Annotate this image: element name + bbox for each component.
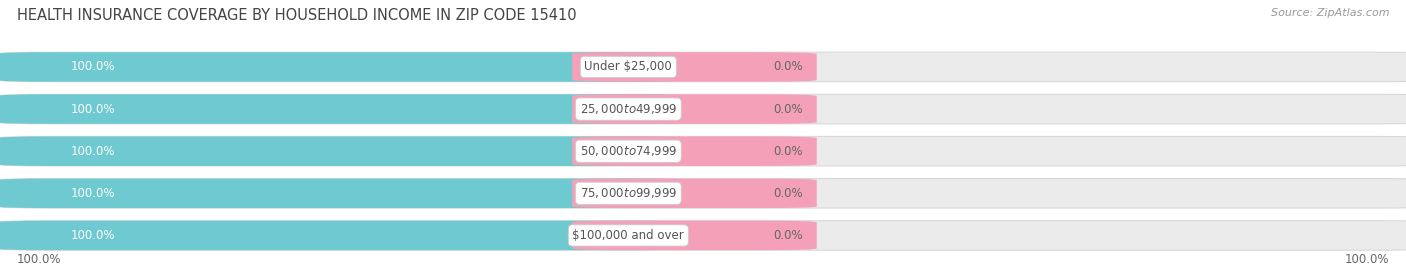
FancyBboxPatch shape — [0, 94, 1406, 124]
Text: Source: ZipAtlas.com: Source: ZipAtlas.com — [1271, 8, 1389, 18]
FancyBboxPatch shape — [0, 52, 685, 82]
Text: 0.0%: 0.0% — [773, 60, 803, 73]
FancyBboxPatch shape — [572, 221, 817, 250]
Text: HEALTH INSURANCE COVERAGE BY HOUSEHOLD INCOME IN ZIP CODE 15410: HEALTH INSURANCE COVERAGE BY HOUSEHOLD I… — [17, 8, 576, 23]
Text: 0.0%: 0.0% — [773, 187, 803, 200]
Text: 100.0%: 100.0% — [70, 60, 115, 73]
Text: 100.0%: 100.0% — [1344, 253, 1389, 266]
FancyBboxPatch shape — [0, 221, 685, 250]
Text: 100.0%: 100.0% — [70, 103, 115, 116]
Text: $50,000 to $74,999: $50,000 to $74,999 — [579, 144, 678, 158]
Text: 0.0%: 0.0% — [773, 103, 803, 116]
FancyBboxPatch shape — [0, 94, 685, 124]
FancyBboxPatch shape — [0, 178, 685, 208]
FancyBboxPatch shape — [0, 221, 1406, 250]
FancyBboxPatch shape — [572, 52, 817, 82]
Text: Under $25,000: Under $25,000 — [585, 60, 672, 73]
Text: 100.0%: 100.0% — [70, 145, 115, 158]
FancyBboxPatch shape — [572, 94, 817, 124]
Text: 100.0%: 100.0% — [70, 229, 115, 242]
Text: $75,000 to $99,999: $75,000 to $99,999 — [579, 186, 678, 200]
FancyBboxPatch shape — [0, 136, 1406, 166]
Text: $100,000 and over: $100,000 and over — [572, 229, 685, 242]
Text: 100.0%: 100.0% — [70, 187, 115, 200]
FancyBboxPatch shape — [572, 136, 817, 166]
FancyBboxPatch shape — [0, 178, 1406, 208]
FancyBboxPatch shape — [0, 52, 1406, 82]
Text: $25,000 to $49,999: $25,000 to $49,999 — [579, 102, 678, 116]
Text: 100.0%: 100.0% — [17, 253, 62, 266]
FancyBboxPatch shape — [572, 178, 817, 208]
Text: 0.0%: 0.0% — [773, 145, 803, 158]
Text: 0.0%: 0.0% — [773, 229, 803, 242]
FancyBboxPatch shape — [0, 136, 685, 166]
